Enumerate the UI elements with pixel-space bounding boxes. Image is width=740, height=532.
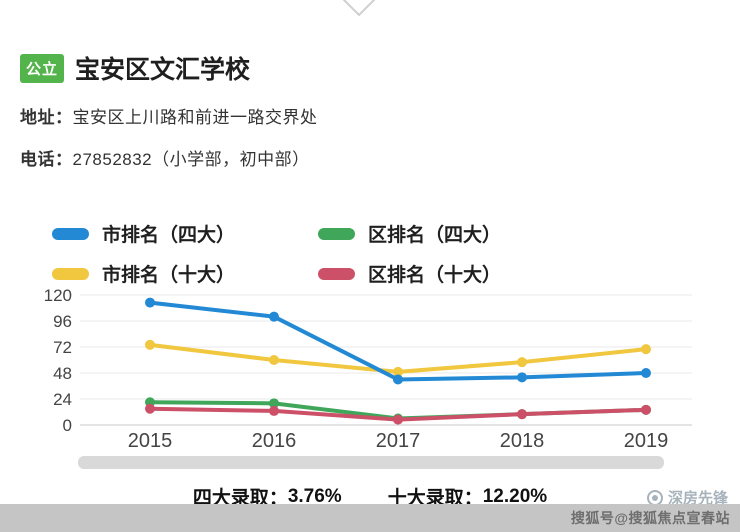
chart-legend: 市排名（四大） 区排名（四大） 市排名（十大） 区排名（十大） xyxy=(52,220,501,287)
admission-stats: 四大录取： 3.76% 十大录取： 12.20% xyxy=(0,483,740,510)
legend-label: 市排名（十大） xyxy=(102,265,236,286)
four-school-admission: 四大录取： 3.76% xyxy=(193,483,342,510)
ten-school-admission: 十大录取： 12.20% xyxy=(388,483,547,510)
x-tick-label: 2019 xyxy=(624,430,669,452)
legend-item[interactable]: 市排名（四大） xyxy=(52,220,318,247)
legend-label: 区排名（四大） xyxy=(368,225,502,246)
data-point xyxy=(517,357,527,368)
data-point xyxy=(641,404,651,415)
data-point xyxy=(145,403,155,414)
address-line: 地址：宝安区上川路和前进一路交界处 xyxy=(20,103,318,128)
data-point xyxy=(145,297,155,308)
ten-admission-value: 12.20% xyxy=(482,485,548,507)
public-school-badge: 公立 xyxy=(20,53,65,83)
phone-value: 27852832（小学部，初中部） xyxy=(72,150,310,169)
data-point xyxy=(269,355,279,365)
brand-name: 深房先锋 xyxy=(667,490,728,507)
data-point xyxy=(393,374,403,385)
collapse-chevron-icon[interactable] xyxy=(340,0,378,17)
data-point xyxy=(641,368,651,378)
data-point xyxy=(393,366,403,377)
data-point xyxy=(269,311,279,322)
ten-admission-label: 十大录取： xyxy=(387,488,483,509)
address-label: 地址： xyxy=(20,108,73,127)
data-point xyxy=(641,344,651,355)
legend-label: 区排名（十大） xyxy=(368,265,502,286)
school-header: 公立 宝安区文汇学校 xyxy=(20,50,250,86)
brand-watermark: 深房先锋 xyxy=(646,487,728,508)
y-tick-label: 48 xyxy=(53,364,72,383)
legend-marker-icon xyxy=(318,267,355,280)
legend-marker-icon xyxy=(318,227,355,240)
x-tick-label: 2015 xyxy=(128,430,173,452)
data-point xyxy=(145,339,155,350)
chart-zoom-scrollbar[interactable] xyxy=(78,456,664,469)
y-tick-label: 24 xyxy=(53,390,72,409)
four-admission-value: 3.76% xyxy=(287,485,342,507)
legend-label: 市排名（四大） xyxy=(102,225,236,246)
phone-label: 电话： xyxy=(20,150,73,169)
school-title: 宝安区文汇学校 xyxy=(75,56,251,84)
data-point xyxy=(517,372,527,383)
legend-item[interactable]: 区排名（四大） xyxy=(318,220,501,247)
data-point xyxy=(393,414,403,425)
address-value: 宝安区上川路和前进一路交界处 xyxy=(72,108,318,127)
ranking-line-chart: 0 24 48 72 96 120 2015 2016 2017 2018 2019 xyxy=(44,286,692,452)
y-tick-label: 96 xyxy=(53,312,72,331)
footer-watermark-text: 搜狐号@搜狐焦点宣春站 xyxy=(570,510,730,526)
data-point xyxy=(269,398,279,409)
y-tick-label: 0 xyxy=(63,416,72,435)
phone-line: 电话：27852832（小学部，初中部） xyxy=(20,145,310,170)
data-point xyxy=(269,405,279,416)
y-tick-label: 72 xyxy=(53,338,72,357)
x-tick-label: 2018 xyxy=(500,430,545,452)
four-admission-label: 四大录取： xyxy=(192,488,288,509)
legend-item[interactable]: 区排名（十大） xyxy=(318,260,501,287)
legend-marker-icon xyxy=(52,267,89,280)
legend-item[interactable]: 市排名（十大） xyxy=(52,260,318,287)
legend-marker-icon xyxy=(52,227,89,240)
footer-watermark-bar: 搜狐号@搜狐焦点宣春站 xyxy=(0,504,740,532)
y-tick-label: 120 xyxy=(44,286,72,305)
x-tick-label: 2016 xyxy=(252,430,297,452)
data-point xyxy=(517,409,527,420)
x-tick-label: 2017 xyxy=(376,430,421,452)
